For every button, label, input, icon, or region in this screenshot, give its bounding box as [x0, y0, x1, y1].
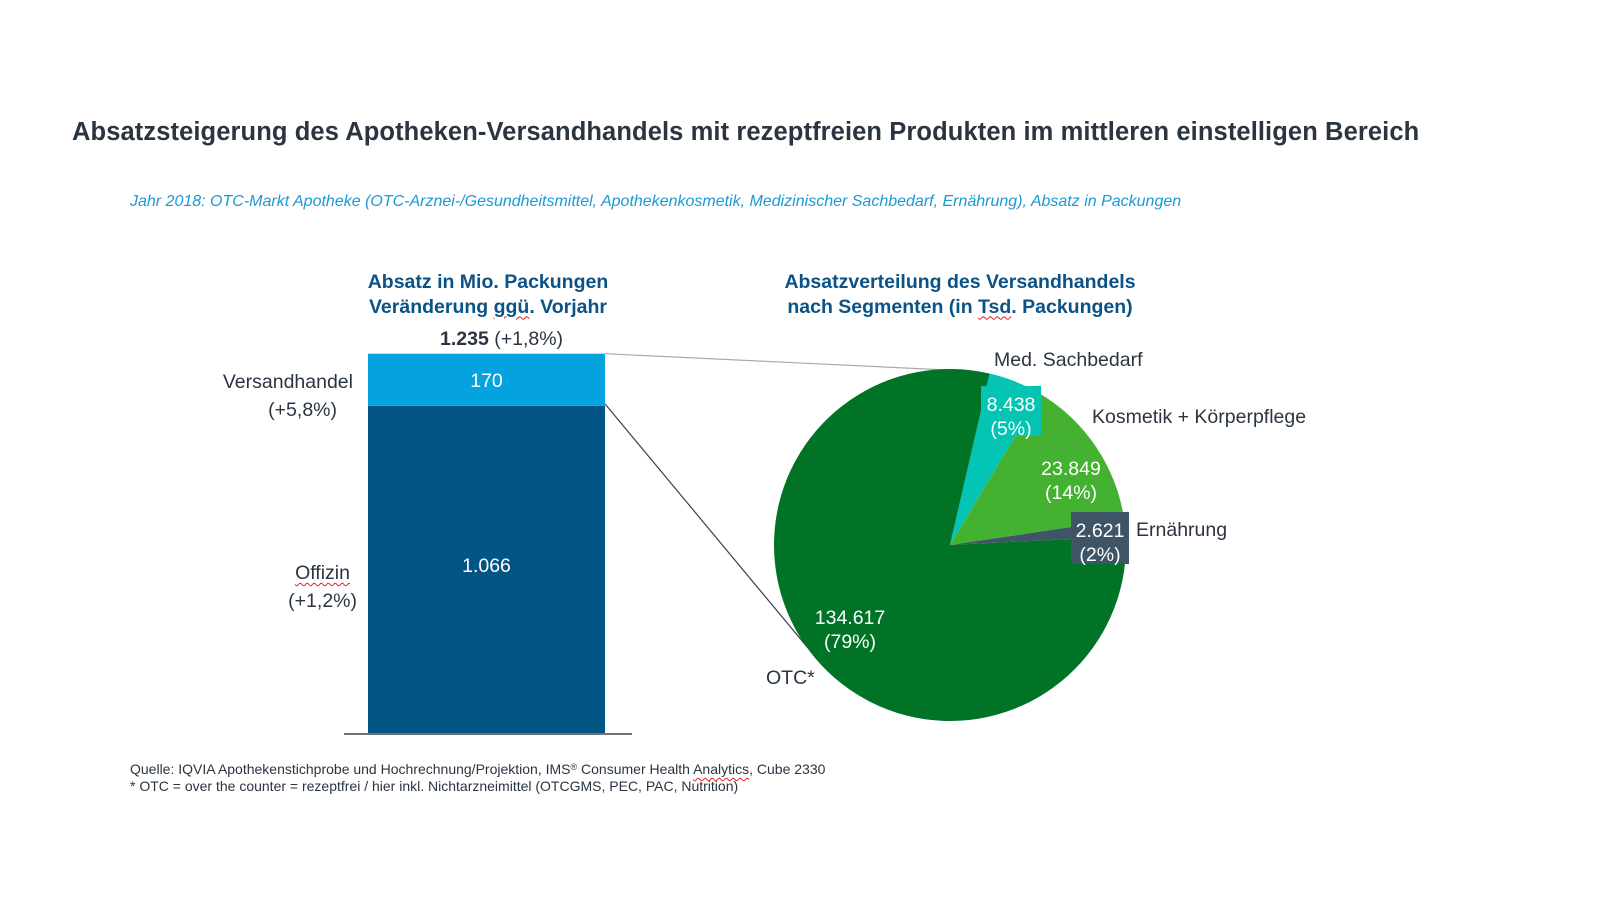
- source-note: Quelle: IQVIA Apothekenstichprobe und Ho…: [130, 759, 825, 778]
- pie-title-line2-post: . Packungen): [1011, 295, 1133, 318]
- pie-percent-label-0: (5%): [990, 418, 1031, 440]
- source-note-post: , Cube 2330: [749, 761, 826, 777]
- bar-label-offizin-name: Offizin: [295, 562, 350, 584]
- pie-value-label-1: 23.849: [1041, 458, 1101, 480]
- bar-value-label-versandhandel: 170: [470, 370, 503, 392]
- bar-title-line2-flag: ggü: [493, 295, 530, 318]
- pie-chart-title-line2: nach Segmenten (in Tsd. Packungen): [760, 295, 1160, 320]
- pie-chart: 8.438(5%) 23.849(14%) 2.621(2%) 134.617(79%…: [774, 369, 1129, 721]
- bar-chart-title: Absatz in Mio. Packungen Veränderung ggü…: [338, 270, 638, 319]
- pie-label-box-2: [1071, 512, 1129, 564]
- bar-total-value: 1.235: [440, 328, 489, 350]
- bar-value-label-offizin: 1.066: [462, 555, 511, 577]
- pie-slice-3: [774, 369, 1126, 721]
- bar-label-versandhandel-name: Versandhandel: [222, 371, 353, 393]
- pie-value-label-3: 134.617: [815, 607, 886, 629]
- bar-title-line2-pre: Veränderung: [368, 295, 494, 318]
- pie-percent-label-3: (79%): [824, 631, 876, 653]
- pie-label-otc: OTC*: [766, 667, 815, 689]
- bar-label-versandhandel-change: (+5,8%): [268, 399, 337, 421]
- bar-chart-title-line1: Absatz in Mio. Packungen: [367, 271, 609, 293]
- connector-lines: [604, 353, 969, 649]
- pie-label-box-0: [981, 386, 1041, 436]
- registered-mark: ®: [570, 762, 578, 772]
- bar-segment-offizin: [368, 405, 605, 733]
- bar-label-offizin: Offizin (+1,2%): [150, 562, 357, 613]
- pie-slice-1: [950, 394, 1125, 545]
- source-note-flag: Analytics: [693, 761, 750, 777]
- bar-label-offizin-change: (+1,2%): [288, 590, 357, 612]
- connector-line-top: [604, 353, 969, 372]
- pie-label-kosmetik: Kosmetik + Körperpflege: [1092, 406, 1307, 428]
- bar-total-label: 1.235 (+1,8%): [440, 328, 563, 351]
- bar-label-versandhandel: Versandhandel (+5,8%): [150, 371, 353, 422]
- source-note-pre: Quelle: IQVIA Apothekenstichprobe und Ho…: [130, 761, 571, 777]
- pie-title-line2-flag: Tsd: [978, 295, 1012, 318]
- stacked-bar: 1.066 170: [344, 353, 632, 735]
- bar-chart-title-line2: Veränderung ggü. Vorjahr: [338, 295, 638, 320]
- pie-title-line2-pre: nach Segmenten (in: [787, 295, 979, 318]
- bar-segment-versandhandel: [368, 353, 605, 406]
- bar-title-line2-post: . Vorjahr: [529, 295, 608, 318]
- pie-value-label-2: 2.621: [1076, 520, 1125, 542]
- pie-label-ernaehrung: Ernährung: [1136, 519, 1228, 541]
- pie-value-label-0: 8.438: [987, 394, 1036, 416]
- page-title: Absatzsteigerung des Apotheken-Versandha…: [72, 118, 1420, 146]
- pie-label-med-sachbedarf: Med. Sachbedarf: [994, 349, 1143, 371]
- pie-percent-label-1: (14%): [1045, 482, 1097, 504]
- footnotes: Quelle: IQVIA Apothekenstichprobe und Ho…: [130, 759, 825, 795]
- source-note-mid: Consumer Health: [577, 761, 694, 777]
- pie-chart-title-line1: Absatzverteilung des Versandhandels: [784, 271, 1136, 293]
- otc-footnote: * OTC = over the counter = rezeptfrei / …: [130, 778, 739, 794]
- bar-total-change: (+1,8%): [494, 328, 564, 350]
- connector-line-bottom: [604, 403, 809, 649]
- page-subtitle: Jahr 2018: OTC-Markt Apotheke (OTC-Arzne…: [130, 193, 1182, 210]
- pie-chart-title: Absatzverteilung des Versandhandels nach…: [760, 270, 1160, 319]
- pie-percent-label-2: (2%): [1079, 544, 1120, 566]
